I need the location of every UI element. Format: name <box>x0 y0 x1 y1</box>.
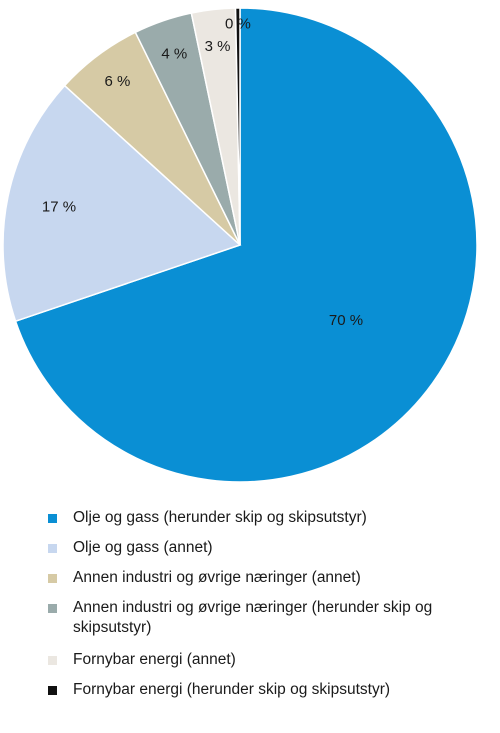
legend-swatch <box>48 604 57 613</box>
pie-chart: 70 % 17 % 6 % 4 % 3 % 0 % <box>2 7 478 483</box>
pie-slice <box>2 84 242 323</box>
pie-slices <box>2 7 478 483</box>
legend-label: Olje og gass (annet) <box>73 539 213 556</box>
legend-label: Annen industri og øvrige næringer (annet… <box>73 569 361 586</box>
slice-value-label: 0 % <box>225 16 251 33</box>
legend-label: Annen industri og øvrige næringer (herun… <box>73 599 433 636</box>
legend-item: Olje og gass (annet) <box>48 538 496 558</box>
legend-item: Olje og gass (herunder skip og skipsutst… <box>48 508 496 528</box>
slice-value-label: 17 % <box>42 198 76 215</box>
legend-label: Fornybar energi (herunder skip og skipsu… <box>73 681 391 698</box>
legend: Olje og gass (herunder skip og skipsutst… <box>48 508 496 710</box>
pie-slice <box>234 7 241 246</box>
legend-swatch <box>48 574 57 583</box>
pie-value-labels: 70 % 17 % 6 % 4 % 3 % 0 % <box>42 16 363 329</box>
legend-swatch <box>48 514 57 523</box>
legend-label: Fornybar energi (annet) <box>73 651 236 668</box>
slice-value-label: 6 % <box>104 73 130 90</box>
legend-swatch <box>48 656 57 665</box>
legend-swatch <box>48 544 57 553</box>
legend-item: Fornybar energi (annet) <box>48 650 496 670</box>
slice-value-label: 4 % <box>161 46 187 63</box>
legend-item: Annen industri og øvrige næringer (annet… <box>48 568 496 588</box>
slice-value-label: 70 % <box>329 312 363 329</box>
legend-label: Olje og gass (herunder skip og skipsutst… <box>73 509 367 526</box>
legend-item: Annen industri og øvrige næringer (herun… <box>48 598 496 638</box>
legend-item: Fornybar energi (herunder skip og skipsu… <box>48 680 496 700</box>
pie-slice <box>14 7 478 483</box>
slice-value-label: 3 % <box>205 38 231 55</box>
legend-swatch <box>48 686 57 695</box>
